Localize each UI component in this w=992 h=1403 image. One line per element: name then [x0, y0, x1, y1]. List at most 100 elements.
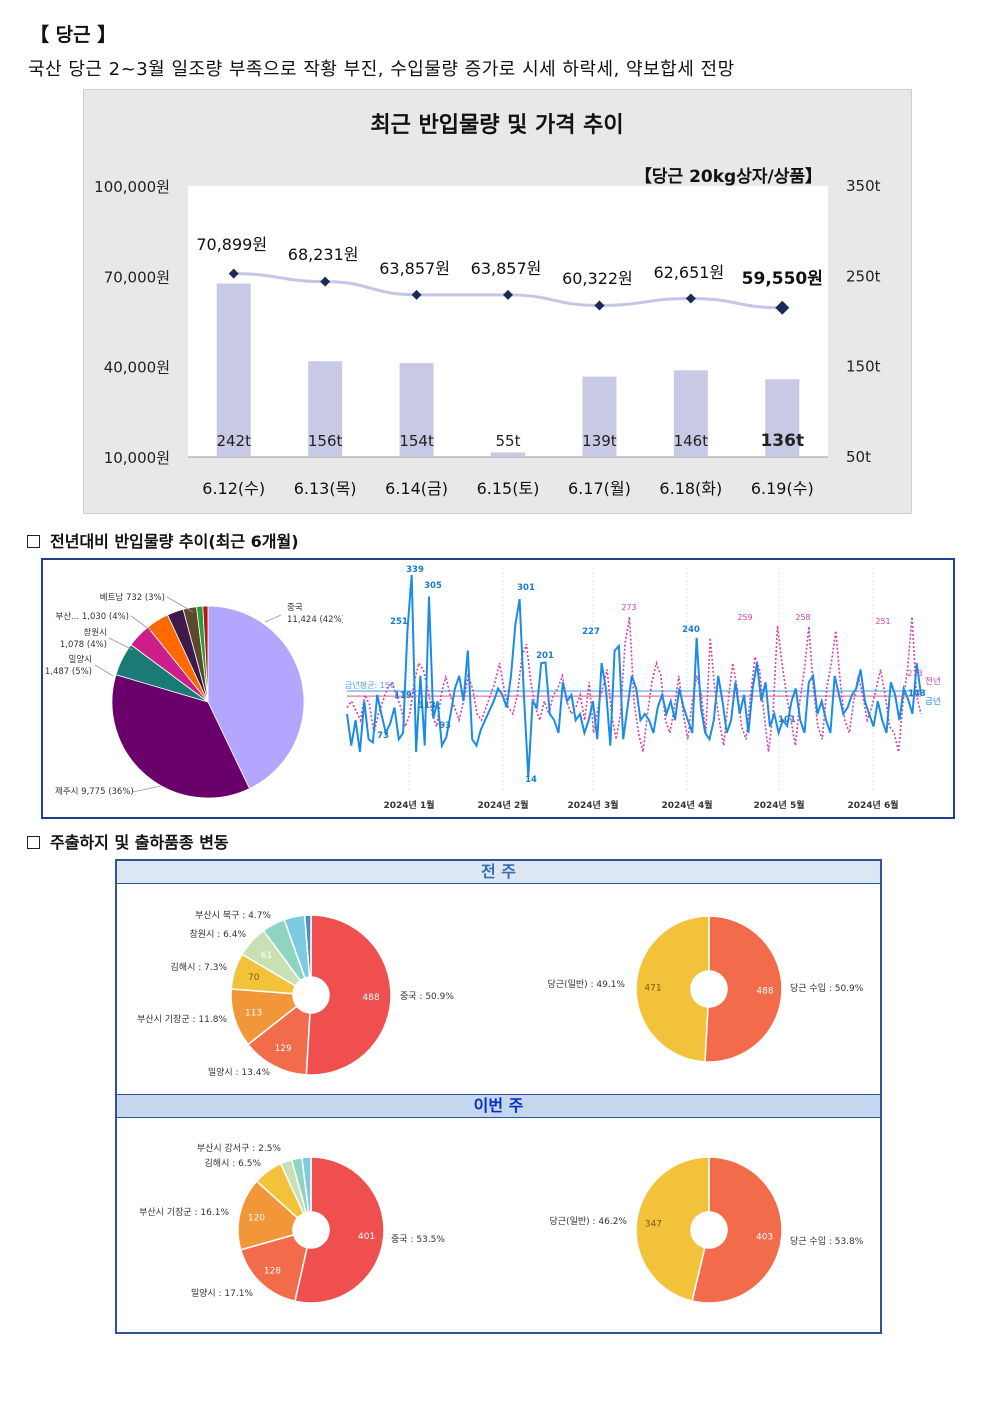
pie-label: 부산... 1,030 (4%)	[55, 611, 129, 622]
x-axis-tick: 2024년 1월	[383, 799, 434, 811]
x-axis-tick: 6.17(월)	[568, 479, 631, 498]
donut-value-label: 471	[644, 983, 661, 993]
pie-label: 창원시	[84, 628, 107, 638]
volume-bar	[308, 361, 343, 457]
origin-prev-week-svg: 488 129 113 70 61 중국 : 50.9% 밀양시 : 13.4% 부산시 기장…	[137, 910, 454, 1078]
volume-label: 55t	[496, 432, 521, 450]
this-week-band: 이번 주	[117, 1094, 880, 1118]
donut-value-label: 347	[645, 1219, 662, 1229]
price-marker	[411, 289, 422, 300]
pie-label: 11,424 (42%)	[287, 615, 343, 625]
donut-slice-label: 중국 : 53.5%	[391, 1234, 445, 1245]
donut-slice-label: 당근(일반) : 46.2%	[550, 1216, 628, 1227]
pie-label: 밀양시	[69, 654, 92, 665]
peak-label-this: 305	[424, 581, 442, 591]
pie-slice	[202, 605, 209, 703]
x-axis-tick: 2024년 5월	[753, 799, 804, 811]
left-axis-tick: 100,000원	[94, 178, 170, 196]
donut-value-label: 61	[261, 951, 272, 961]
x-axis-tick: 6.12(수)	[202, 479, 265, 498]
recent-volume-price-svg: 최근 반입물량 및 가격 추이 【당근 20kg상자/상품】 100,000원 70,…	[94, 113, 881, 498]
price-marker	[685, 293, 696, 304]
pie-leader-line	[264, 614, 282, 623]
peak-label-prev: 251	[875, 617, 890, 626]
yoy-series-line	[346, 616, 922, 753]
peak-label-this: 240	[682, 625, 700, 635]
variety-this-week-svg: 403 347 당근 수입 : 53.8% 당근(일반) : 46.2%	[550, 1156, 864, 1304]
donut-slice-label: 창원시 : 6.4%	[190, 929, 247, 940]
donut-value-label: 403	[756, 1233, 773, 1243]
donut-slice-label: 당근 수입 : 50.9%	[790, 982, 864, 994]
recent-volume-price-chart: 최근 반입물량 및 가격 추이 【당근 20kg상자/상품】 100,000원 70,…	[83, 89, 912, 514]
donut-slice	[635, 1156, 710, 1302]
volume-label: 156t	[308, 432, 343, 450]
price-marker	[228, 268, 239, 279]
donut-slice	[305, 914, 392, 1076]
volume-label: 136t	[760, 431, 804, 451]
volume-label: 146t	[674, 432, 709, 450]
origin-variety-panel: 전 주 488 129 113 70 61 중국 : 50.9% 밀양시 : 13.4% 부산…	[115, 859, 882, 1334]
origin-this-week-svg: 401 128 120 중국 : 53.5% 밀양시 : 17.1% 부산시 기장군 : …	[139, 1143, 445, 1304]
donut-slice-label: 당근 수입 : 53.8%	[790, 1235, 864, 1247]
donut-slice-label: 부산시 강서구 : 2.5%	[197, 1143, 282, 1154]
donut-slice-label: 김해시 : 6.5%	[205, 1157, 262, 1169]
chart-unit-label: 【당근 20kg상자/상품】	[635, 166, 822, 187]
legend-this: 금년	[925, 696, 941, 707]
price-marker	[503, 289, 513, 300]
donut-slice-label: 부산시 기장군 : 11.8%	[137, 1014, 227, 1025]
yoy-section-title: 전년대비 반입물량 추이(최근 6개월)	[50, 532, 299, 551]
pie-leader-line	[130, 615, 154, 633]
donut-slice-label: 중국 : 50.9%	[400, 991, 454, 1002]
peak-label-prev: 273	[621, 603, 636, 612]
pie-label: 1,078 (4%)	[60, 640, 107, 650]
right-axis-tick: 250t	[846, 267, 881, 285]
variety-prev-week-svg: 488 471 당근 수입 : 50.9% 당근(일반) : 49.1%	[548, 915, 864, 1063]
price-label: 70,899원	[196, 235, 267, 254]
volume-label: 242t	[216, 432, 251, 450]
page-title: 【 당근 】	[30, 24, 117, 46]
yoy-section-heading: 전년대비 반입물량 추이(최근 6개월)	[27, 528, 299, 552]
donut-slice-label: 김해시 : 7.3%	[171, 961, 228, 973]
right-axis-tick: 50t	[846, 448, 871, 466]
donut-slice	[303, 914, 312, 978]
volume-label: 139t	[582, 432, 617, 450]
volume-bar	[765, 379, 800, 457]
donut-slice-label: 부산시 북구 : 4.7%	[195, 910, 271, 921]
price-marker	[320, 276, 331, 287]
pie-slice	[207, 605, 305, 790]
donut-slice	[635, 915, 710, 1063]
peak-label-this: 227	[582, 627, 600, 637]
pie-leader-line	[132, 785, 162, 793]
donut-value-label: 70	[248, 973, 260, 983]
plot-area	[188, 186, 828, 457]
left-axis-tick: 70,000원	[104, 268, 170, 286]
donut-slice-label: 당근(일반) : 49.1%	[548, 979, 626, 990]
legend-prev: 전년	[925, 676, 941, 687]
origin-share-pie-svg: 중국 11,424 (42%) 제주시 9,775 (36%) 밀양시 1,487 (5…	[45, 593, 343, 799]
volume-label: 154t	[399, 432, 434, 450]
price-label: 60,322원	[562, 269, 633, 288]
page-subtitle: 국산 당근 2~3월 일조량 부족으로 작황 부진, 수입물량 증가로 시세 하…	[28, 59, 735, 80]
pie-leader-line	[108, 637, 134, 651]
donut-slice	[237, 1180, 299, 1251]
volume-bar	[491, 452, 525, 457]
donut-value-label: 401	[358, 1232, 375, 1242]
price-label: 68,231원	[288, 245, 359, 264]
donut-slice	[691, 1156, 783, 1304]
chart-title: 최근 반입물량 및 가격 추이	[370, 113, 623, 138]
peak-label-this: 143	[908, 689, 926, 699]
pie-leader-line	[166, 596, 194, 613]
donut-value-label: 129	[275, 1044, 292, 1054]
donut-slice	[704, 915, 783, 1063]
peak-label-prev: 259	[737, 613, 752, 622]
price-marker	[594, 300, 605, 311]
checkbox-square-icon	[27, 535, 40, 548]
volume-bar	[673, 370, 708, 457]
peak-label-this: 93	[439, 721, 451, 731]
prev-week-band: 전 주	[117, 861, 880, 884]
donut-slice-label: 밀양시 : 17.1%	[191, 1287, 254, 1299]
checkbox-square-icon	[27, 836, 40, 849]
x-axis-tick: 2024년 3월	[567, 799, 618, 811]
origin-section-heading: 주출하지 및 출하품종 변동	[27, 829, 229, 853]
x-axis-tick: 6.14(금)	[385, 479, 448, 498]
